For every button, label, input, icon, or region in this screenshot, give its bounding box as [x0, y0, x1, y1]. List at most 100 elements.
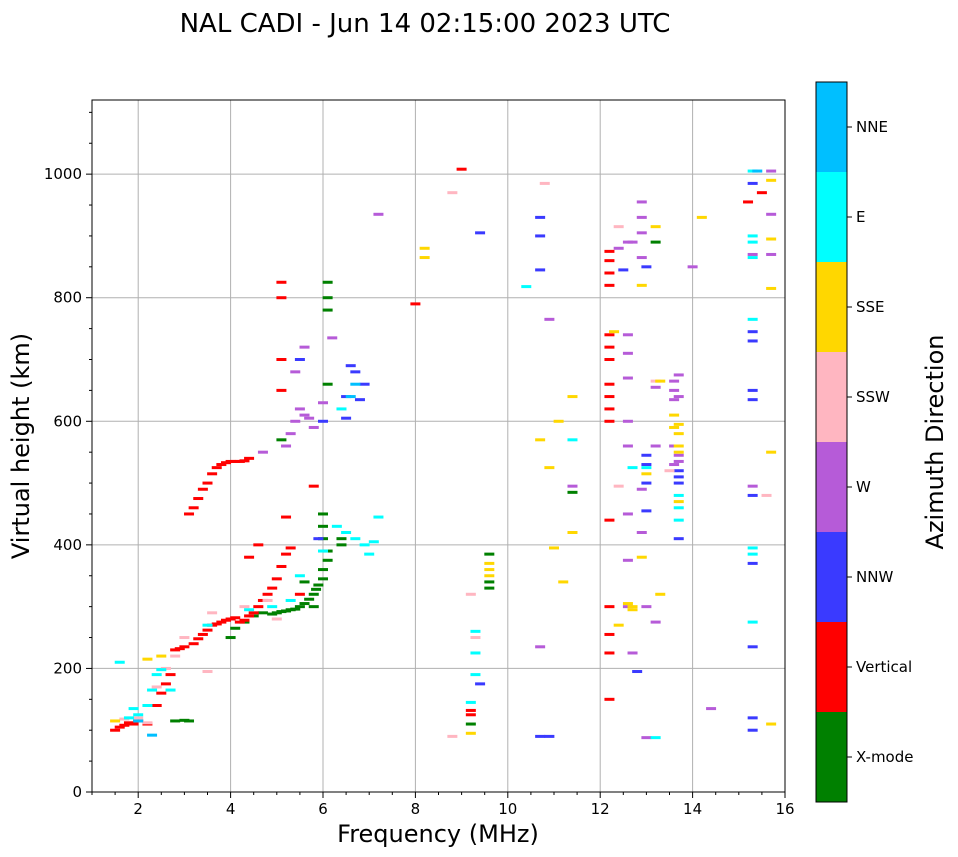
point-sse [553, 419, 564, 423]
point-w [650, 444, 661, 448]
point-vertical [216, 463, 227, 467]
point-vertical [262, 592, 273, 596]
point-sse [673, 500, 684, 504]
point-e [567, 438, 578, 442]
point-nnw [747, 493, 758, 497]
point-vertical [216, 620, 227, 624]
point-w [669, 398, 680, 402]
point-nnw [747, 716, 758, 720]
point-vertical [276, 358, 287, 361]
point-sse [609, 330, 620, 334]
point-vertical [197, 487, 208, 491]
point-nnw [641, 463, 652, 467]
y-axis-label: Virtual height (km) [7, 333, 35, 559]
point-vertical [281, 552, 292, 556]
point-nnw [673, 475, 684, 479]
point-vertical [281, 515, 292, 519]
point-sse [655, 592, 666, 596]
point-w [281, 444, 292, 448]
point-nnw [294, 358, 305, 361]
point-vertical [604, 271, 615, 275]
point-e [350, 537, 361, 541]
point-vertical [604, 395, 615, 399]
point-nnw [535, 734, 546, 738]
x-tick-label: 14 [683, 800, 702, 818]
point-e [156, 668, 167, 672]
point-vertical [110, 728, 121, 732]
x-tick-label: 4 [226, 800, 236, 818]
point-e [331, 524, 342, 528]
point-e [133, 713, 144, 717]
point-w [622, 512, 633, 516]
point-nnw [641, 265, 652, 269]
point-vertical [604, 333, 615, 337]
point-nnw [475, 231, 486, 235]
colorbar-label-item: SSW [856, 388, 890, 406]
point-e [673, 506, 684, 510]
point-nnw [747, 339, 758, 343]
y-axis-ticks: 0 200 400 600 800 1000 [44, 111, 92, 801]
colorbar-frame [815, 81, 848, 803]
x-tick-label: 12 [591, 800, 610, 818]
point-vertical [604, 283, 615, 287]
point-x-mode [322, 382, 333, 386]
colorbar-label-item: X-mode [856, 748, 913, 766]
point-ssw [207, 611, 218, 615]
point-nne [147, 733, 158, 737]
point-vertical [604, 358, 615, 361]
point-vertical [244, 614, 255, 618]
point-vertical [193, 637, 204, 641]
point-nnw [354, 398, 365, 402]
point-x-mode [184, 719, 195, 723]
point-sse [484, 561, 495, 565]
point-e [747, 546, 758, 550]
colorbar-swatch [816, 442, 847, 532]
point-ssw [262, 598, 273, 602]
point-nnw [618, 268, 629, 272]
point-nnw [341, 416, 352, 420]
point-ssw [239, 605, 250, 609]
point-w [318, 401, 328, 405]
point-nne [350, 382, 361, 386]
point-sse [110, 719, 121, 723]
point-vertical [207, 472, 218, 476]
point-vertical [114, 725, 125, 729]
point-vertical [119, 723, 130, 727]
x-tick-label: 10 [498, 800, 517, 818]
point-w [622, 333, 633, 337]
point-ssw [142, 721, 153, 725]
point-w [687, 265, 698, 269]
point-nnw [535, 268, 546, 272]
point-nnw [747, 330, 758, 334]
point-e [747, 552, 758, 556]
point-sse [142, 657, 153, 661]
point-vertical [193, 497, 204, 501]
point-ssw [133, 716, 144, 720]
point-vertical [230, 616, 241, 620]
point-x-mode [567, 490, 578, 494]
azimuth-colorbar: X-mode Vertical NNW W SSW SSE E NNE [815, 81, 913, 803]
point-e [521, 285, 532, 289]
point-w [650, 385, 661, 389]
point-vertical [604, 632, 615, 636]
point-e [202, 623, 213, 627]
x-tick-label: 2 [133, 800, 143, 818]
x-tick-label: 8 [411, 800, 421, 818]
point-e [747, 317, 758, 321]
point-w [299, 413, 310, 417]
point-w [285, 432, 296, 436]
point-ssw [271, 617, 282, 621]
point-vertical [604, 518, 615, 522]
y-tick-label: 200 [53, 659, 82, 677]
point-vertical [604, 697, 615, 701]
point-vertical [244, 555, 255, 559]
point-e [673, 518, 684, 522]
point-x-mode [322, 280, 333, 284]
point-e [470, 673, 481, 677]
point-nnw [475, 682, 486, 686]
point-ssw [664, 469, 675, 473]
point-vertical [244, 456, 255, 460]
data-points [110, 167, 777, 740]
point-x-mode [276, 438, 287, 442]
point-ssw [613, 225, 624, 229]
